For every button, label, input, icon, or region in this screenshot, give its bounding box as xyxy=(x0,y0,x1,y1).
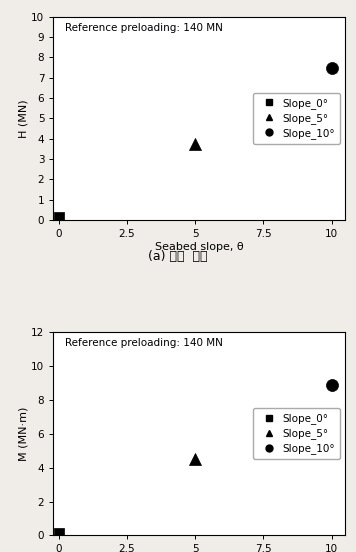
Point xyxy=(193,139,198,148)
Text: Reference preloading: 140 MN: Reference preloading: 140 MN xyxy=(65,23,223,33)
X-axis label: Seabed slope, θ: Seabed slope, θ xyxy=(155,242,244,252)
Legend: Slope_0°, Slope_5°, Slope_10°: Slope_0°, Slope_5°, Slope_10° xyxy=(253,408,340,459)
Text: (a) 수평  하중: (a) 수평 하중 xyxy=(148,251,208,263)
Text: Reference preloading: 140 MN: Reference preloading: 140 MN xyxy=(65,338,223,348)
Legend: Slope_0°, Slope_5°, Slope_10°: Slope_0°, Slope_5°, Slope_10° xyxy=(253,93,340,144)
Y-axis label: H (MN): H (MN) xyxy=(19,99,28,137)
Point xyxy=(193,455,198,464)
Point xyxy=(329,64,335,73)
Point xyxy=(56,528,62,537)
Point xyxy=(329,380,335,389)
Point xyxy=(56,213,62,221)
Y-axis label: M (MN·m): M (MN·m) xyxy=(19,406,28,461)
